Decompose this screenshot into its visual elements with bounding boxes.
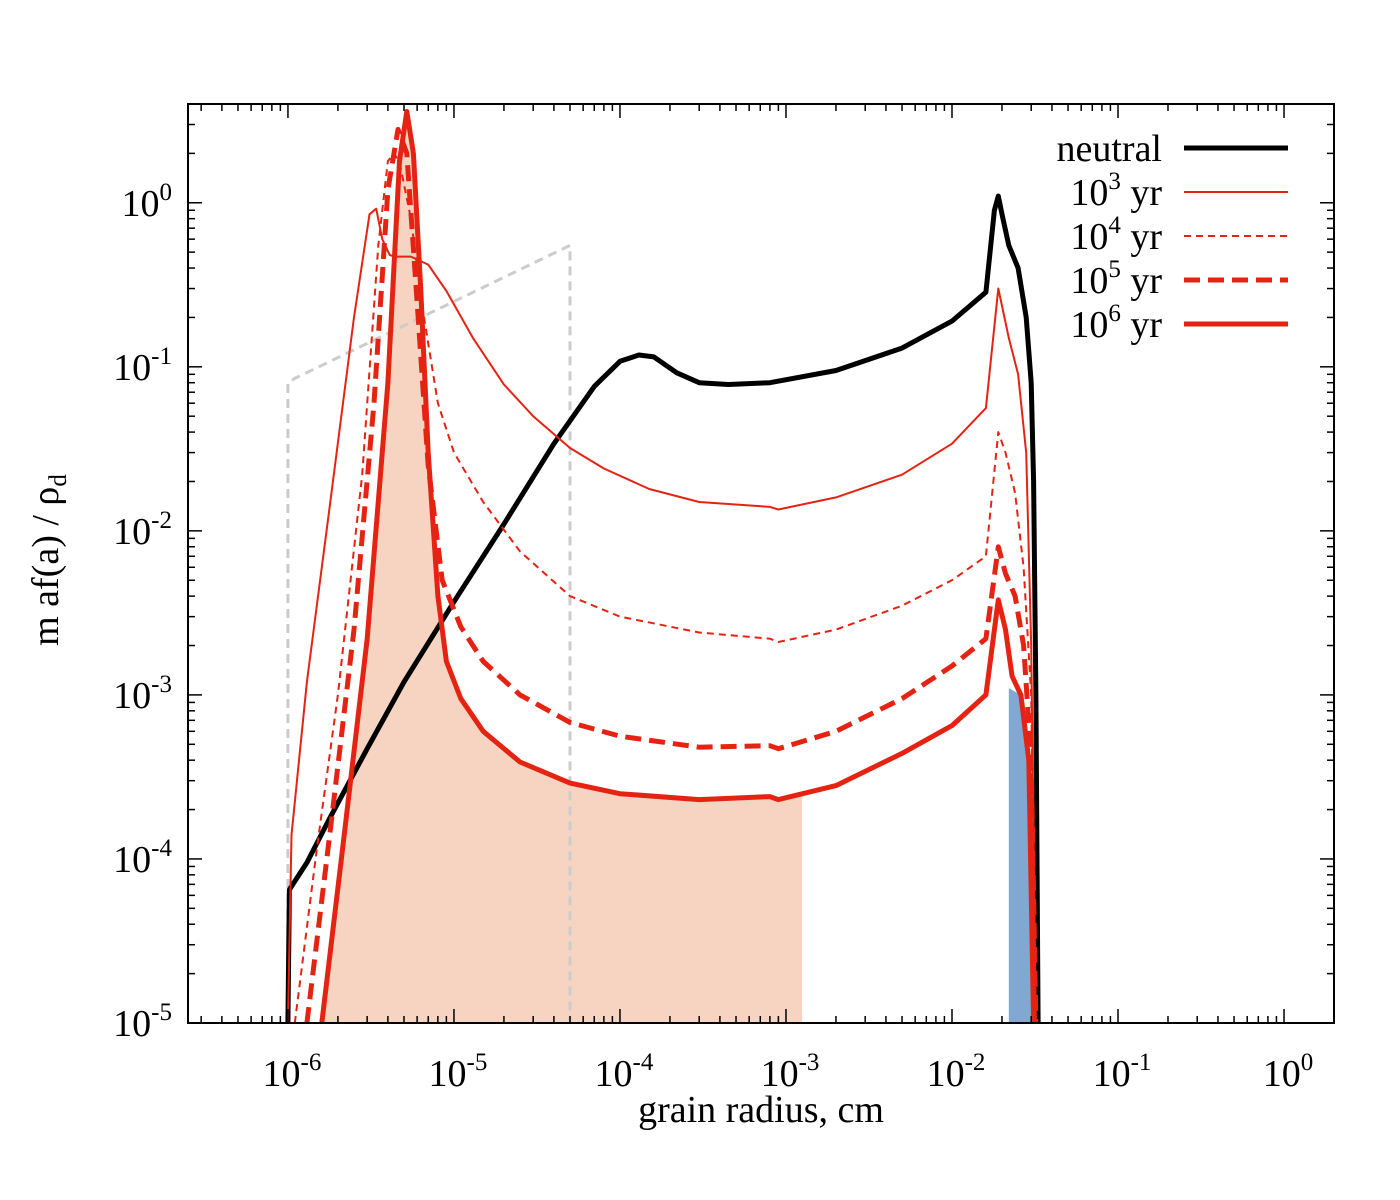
y-tick-label: 10-5 xyxy=(113,999,172,1045)
series-line-2 xyxy=(293,152,1037,1023)
series-line-1 xyxy=(286,207,1037,1023)
x-tick-label: 10-1 xyxy=(1093,1049,1152,1095)
series-lines xyxy=(285,109,1041,1023)
legend-label-3: 105 yr xyxy=(1070,256,1162,302)
x-axis-label: grain radius, cm xyxy=(638,1089,884,1131)
axis-ticks xyxy=(188,103,1335,1024)
legend-label-1: 103 yr xyxy=(1070,168,1162,214)
series-line-0 xyxy=(285,193,1041,1023)
y-axis-label: m af(a) / ρd xyxy=(25,474,72,646)
y-tick-label: 10-4 xyxy=(113,835,172,881)
series-line-4 xyxy=(319,109,1037,1023)
y-tick-label: 100 xyxy=(122,179,173,225)
series-line-5 xyxy=(286,243,572,1023)
x-tick-label: 10-6 xyxy=(263,1049,322,1095)
x-tick-label: 10-3 xyxy=(761,1049,820,1095)
legend-label-0: neutral xyxy=(1056,128,1162,170)
shaded-region-0 xyxy=(321,111,803,1023)
x-tick-label: 10-4 xyxy=(595,1049,654,1095)
legend-label-2: 104 yr xyxy=(1070,212,1162,258)
series-line-3 xyxy=(304,126,1039,1023)
legend-label-4: 106 yr xyxy=(1070,300,1162,346)
y-tick-label: 10-3 xyxy=(113,671,172,717)
y-tick-label: 10-1 xyxy=(113,343,172,389)
plot-frame xyxy=(187,103,1335,1024)
tick-labels: 10-6 10-5 10-4 10-3 10-2 10-1 100 10-5 10-4 10-3 1… xyxy=(113,179,1313,1095)
y-tick-label: 10-2 xyxy=(113,507,172,553)
x-tick-label: 10-5 xyxy=(429,1049,488,1095)
x-tick-label: 100 xyxy=(1263,1049,1314,1095)
y-axis-label-subscript: d xyxy=(45,474,72,487)
x-tick-label: 10-2 xyxy=(927,1049,986,1095)
y-axis-label-main: m af(a) / ρ xyxy=(25,487,67,646)
